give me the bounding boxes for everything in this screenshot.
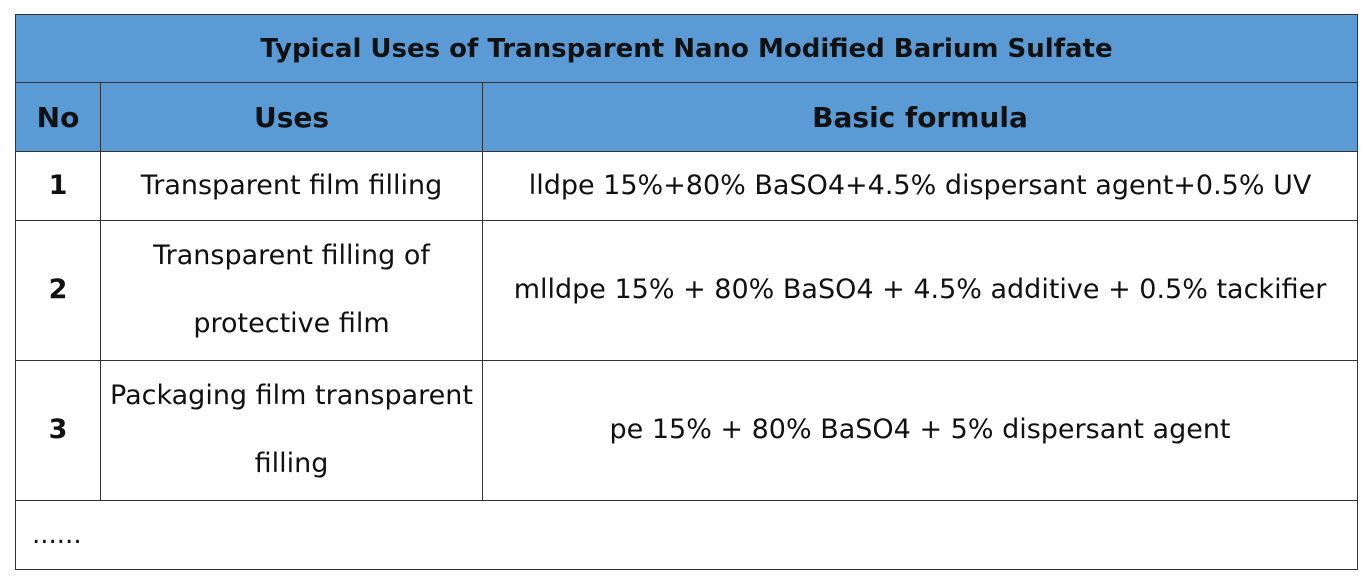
row-number: 2: [15, 220, 101, 361]
row-formula: pe 15% + 80% BaSO4 + 5% dispersant agent: [481, 359, 1359, 501]
header-no: No: [15, 82, 101, 152]
header-uses: Uses: [100, 82, 483, 152]
more-row: ......: [14, 499, 1359, 571]
uses-table: Typical Uses of Transparent Nano Modifie…: [14, 13, 1359, 571]
header-formula: Basic formula: [481, 82, 1359, 152]
row-number: 3: [15, 359, 101, 501]
row-formula: lldpe 15%+80% BaSO4+4.5% dispersant agen…: [481, 150, 1359, 222]
row-use: Packaging film transparent filling: [100, 359, 483, 501]
row-use: Transparent filling of protective film: [100, 220, 483, 361]
table-row: 2 Transparent filling of protective film…: [15, 220, 1359, 361]
row-formula: mlldpe 15% + 80% BaSO4 + 4.5% additive +…: [481, 220, 1359, 361]
row-use: Transparent film filling: [100, 150, 483, 222]
title-row: Typical Uses of Transparent Nano Modifie…: [14, 13, 1359, 84]
table-row: 1 Transparent film filling lldpe 15%+80%…: [15, 150, 1359, 222]
more-ellipsis: ......: [14, 499, 1359, 571]
table-title: Typical Uses of Transparent Nano Modifie…: [14, 13, 1359, 84]
row-number: 1: [15, 150, 101, 222]
table-row: 3 Packaging film transparent filling pe …: [15, 359, 1359, 501]
header-row: No Uses Basic formula: [15, 82, 1359, 152]
